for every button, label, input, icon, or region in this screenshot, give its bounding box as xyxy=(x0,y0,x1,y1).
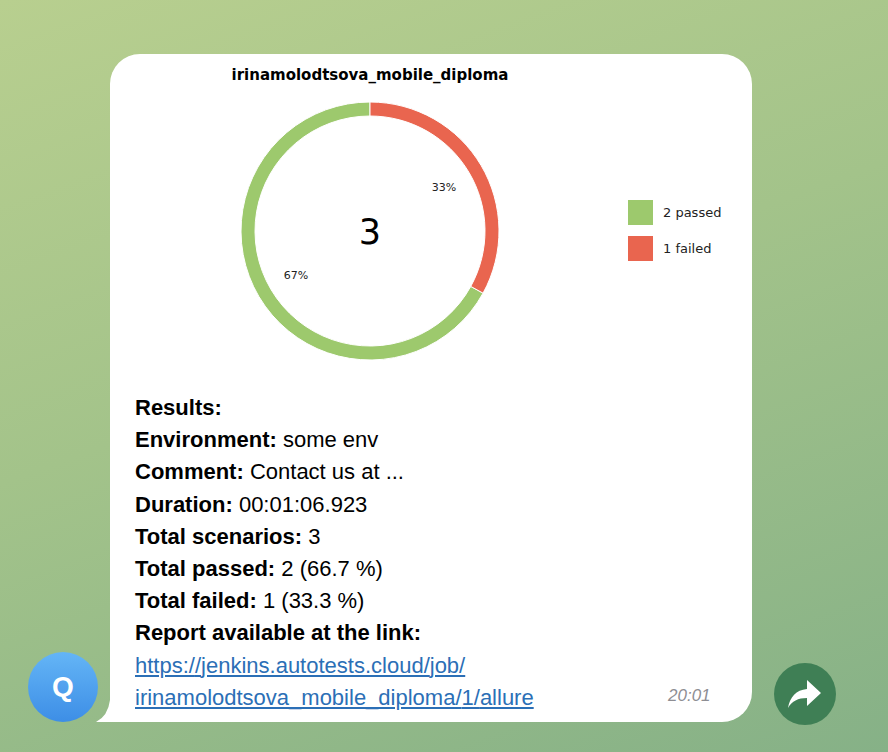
field-label: Duration: xyxy=(135,492,233,517)
field-value: 2 (66.7 %) xyxy=(281,556,383,581)
field-label: Environment: xyxy=(135,427,277,452)
link-line: https://jenkins.autotests.cloud/job/irin… xyxy=(135,650,575,714)
field-value: 00:01:06.923 xyxy=(239,492,367,517)
share-icon xyxy=(774,663,836,725)
tail-shape xyxy=(96,700,110,722)
field-value: 3 xyxy=(308,524,320,549)
field-label: Total passed: xyxy=(135,556,275,581)
share-arrow xyxy=(788,680,821,708)
text-line: Duration: 00:01:06.923 xyxy=(135,489,695,521)
field-label: Total scenarios: xyxy=(135,524,302,549)
text-line: Comment: Contact us at ... xyxy=(135,456,695,488)
donut-slice xyxy=(370,102,499,293)
share-button[interactable] xyxy=(774,663,836,725)
text-line: Total scenarios: 3 xyxy=(135,521,695,553)
field-label: Results: xyxy=(135,395,222,420)
field-value: 1 (33.3 %) xyxy=(263,588,365,613)
legend-swatch xyxy=(628,200,653,225)
chart: irinamolodtsova_mobile_diploma 67% 33% 3 2 p… xyxy=(0,0,888,752)
field-label: Total failed: xyxy=(135,588,257,613)
slice-label: 33% xyxy=(432,181,456,194)
text-line: Environment: some env xyxy=(135,424,695,456)
bubble-tail xyxy=(0,0,888,752)
field-value: some env xyxy=(283,427,378,452)
message-text: Results:Environment: some envComment: Co… xyxy=(135,392,695,714)
field-value: Contact us at ... xyxy=(250,459,404,484)
field-label: Report available at the link: xyxy=(135,620,421,645)
report-link[interactable]: https://jenkins.autotests.cloud/job/irin… xyxy=(135,653,534,710)
text-line: Total failed: 1 (33.3 %) xyxy=(135,585,695,617)
chart-title: irinamolodtsova_mobile_diploma xyxy=(232,66,509,84)
legend-label: 2 passed xyxy=(663,205,721,220)
text-line: Results: xyxy=(135,392,695,424)
field-label: Comment: xyxy=(135,459,244,484)
avatar[interactable]: Q xyxy=(28,652,98,722)
legend-swatch xyxy=(628,236,653,261)
text-line: Total passed: 2 (66.7 %) xyxy=(135,553,695,585)
legend-label: 1 failed xyxy=(663,241,711,256)
center-total: 3 xyxy=(359,212,381,252)
message-time: 20:01 xyxy=(668,686,711,706)
slice-label: 67% xyxy=(284,269,308,282)
text-line: Report available at the link: xyxy=(135,617,695,649)
